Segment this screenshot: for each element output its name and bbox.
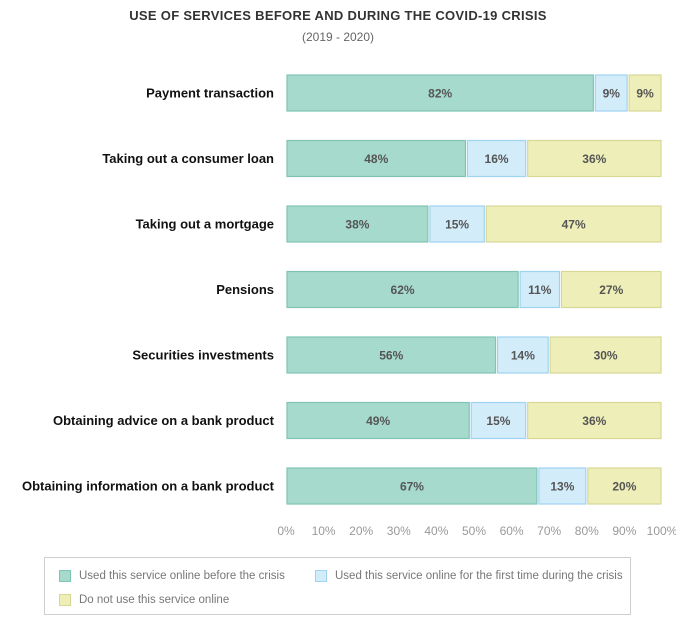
- bar-segment-payment-transaction-s2: [628, 74, 662, 112]
- value-label-taking-out-a-mortgage-s0: 38%: [345, 218, 369, 232]
- chart-title: USE OF SERVICES BEFORE AND DURING THE CO…: [129, 8, 547, 23]
- category-label-securities-investments: Securities investments: [132, 348, 274, 363]
- legend-label-before-crisis: Used this service online before the cris…: [79, 570, 285, 582]
- legend-label-first-time: Used this service online for the first t…: [335, 570, 623, 582]
- legend-item-not-online: Do not use this service online: [59, 594, 229, 606]
- value-label-obtaining-advice-on-a-bank-product-s1: 15%: [486, 414, 510, 428]
- bar-segment-obtaining-advice-on-a-bank-product-s2: [527, 401, 662, 440]
- bar-segment-payment-transaction-s0: [286, 74, 594, 112]
- value-label-securities-investments-s0: 56%: [379, 349, 403, 363]
- value-label-obtaining-information-on-a-bank-product-s1: 13%: [550, 480, 574, 494]
- bar-segment-taking-out-a-consumer-loan-s1: [466, 139, 527, 178]
- legend-item-before-crisis: Used this service online before the cris…: [59, 570, 285, 582]
- category-label-obtaining-information-on-a-bank-product: Obtaining information on a bank product: [22, 479, 275, 494]
- x-tick-label-1: 10%: [312, 524, 336, 538]
- bar-segment-taking-out-a-consumer-loan-s0: [286, 139, 467, 178]
- bar-segment-obtaining-advice-on-a-bank-product-s0: [286, 401, 470, 440]
- x-tick-label-0: 0%: [277, 524, 295, 538]
- value-label-securities-investments-s2: 30%: [594, 349, 618, 363]
- value-label-taking-out-a-consumer-loan-s2: 36%: [582, 152, 606, 166]
- bar-segment-pensions-s2: [560, 270, 662, 309]
- value-label-obtaining-information-on-a-bank-product-s2: 20%: [612, 480, 636, 494]
- legend-swatch-not-online: [59, 594, 71, 606]
- category-label-pensions: Pensions: [216, 282, 274, 297]
- category-label-payment-transaction: Payment transaction: [146, 86, 274, 101]
- value-label-pensions-s0: 62%: [391, 283, 415, 297]
- category-label-taking-out-a-consumer-loan: Taking out a consumer loan: [102, 151, 274, 166]
- category-label-taking-out-a-mortgage: Taking out a mortgage: [136, 217, 274, 232]
- bar-segment-taking-out-a-mortgage-s0: [286, 205, 429, 243]
- bar-segment-pensions-s0: [286, 270, 519, 309]
- legend-swatch-before-crisis: [59, 570, 71, 582]
- value-label-pensions-s1: 11%: [528, 283, 552, 297]
- legend-item-first-time: Used this service online for the first t…: [315, 570, 623, 582]
- bar-segment-obtaining-advice-on-a-bank-product-s1: [470, 401, 527, 440]
- bar-segment-payment-transaction-s1: [594, 74, 628, 112]
- value-label-taking-out-a-consumer-loan-s0: 48%: [364, 152, 388, 166]
- value-label-payment-transaction-s1: 9%: [603, 87, 621, 101]
- value-label-obtaining-advice-on-a-bank-product-s0: 49%: [366, 414, 390, 428]
- legend-label-not-online: Do not use this service online: [79, 594, 230, 606]
- x-tick-label-6: 60%: [500, 524, 524, 538]
- value-label-obtaining-information-on-a-bank-product-s0: 67%: [400, 480, 424, 494]
- value-label-payment-transaction-s2: 9%: [636, 87, 654, 101]
- x-tick-label-9: 90%: [612, 524, 636, 538]
- value-label-taking-out-a-mortgage-s1: 15%: [445, 218, 469, 232]
- bar-segment-obtaining-information-on-a-bank-product-s0: [286, 467, 538, 505]
- bar-segment-securities-investments-s2: [549, 336, 662, 374]
- value-label-obtaining-advice-on-a-bank-product-s2: 36%: [582, 414, 606, 428]
- value-label-pensions-s2: 27%: [599, 283, 623, 297]
- bar-segment-obtaining-information-on-a-bank-product-s1: [538, 467, 587, 505]
- bar-segment-taking-out-a-mortgage-s1: [429, 205, 485, 243]
- x-tick-label-5: 50%: [462, 524, 486, 538]
- x-tick-label-3: 30%: [387, 524, 411, 538]
- stacked-bar-chart: Payment transaction 82% 9% 9% Taking out a c…: [22, 74, 676, 538]
- value-label-taking-out-a-consumer-loan-s1: 16%: [485, 152, 509, 166]
- bar-segment-taking-out-a-mortgage-s2: [485, 205, 662, 243]
- x-tick-label-10: 100%: [647, 524, 676, 538]
- category-label-obtaining-advice-on-a-bank-product: Obtaining advice on a bank product: [53, 413, 275, 428]
- x-tick-label-8: 80%: [575, 524, 599, 538]
- bar-segment-taking-out-a-consumer-loan-s2: [527, 139, 662, 178]
- value-label-payment-transaction-s0: 82%: [428, 87, 452, 101]
- bar-segment-pensions-s1: [519, 270, 561, 309]
- x-tick-label-4: 40%: [424, 524, 448, 538]
- chart-subtitle: (2019 - 2020): [301, 30, 375, 44]
- value-label-taking-out-a-mortgage-s2: 47%: [562, 218, 586, 232]
- bar-segment-securities-investments-s1: [496, 336, 549, 374]
- value-label-securities-investments-s1: 14%: [511, 349, 535, 363]
- bar-segment-securities-investments-s0: [286, 336, 497, 374]
- chart-legend: Used this service online before the cris…: [44, 557, 631, 615]
- x-tick-label-2: 20%: [349, 524, 373, 538]
- legend-swatch-first-time: [315, 570, 327, 582]
- bar-segment-obtaining-information-on-a-bank-product-s2: [587, 467, 662, 505]
- x-tick-label-7: 70%: [537, 524, 561, 538]
